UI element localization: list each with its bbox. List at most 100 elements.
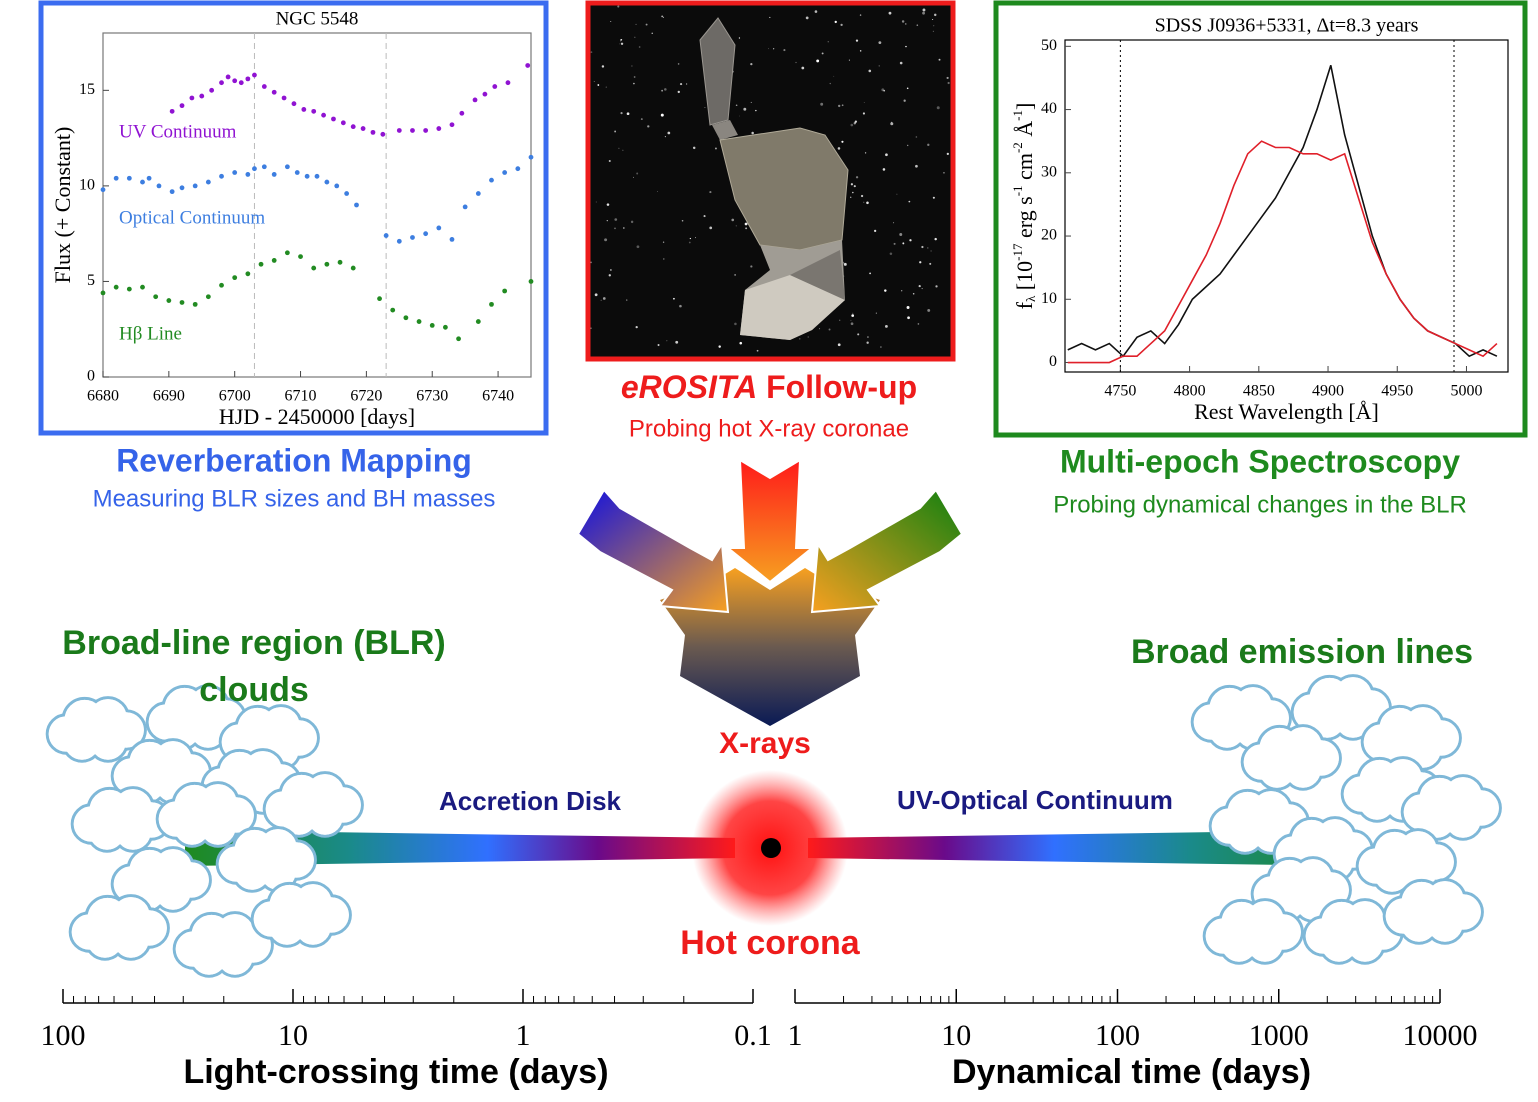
star: [864, 152, 867, 154]
star: [738, 37, 741, 39]
point: [475, 191, 481, 196]
point: [350, 124, 356, 130]
cloud: [110, 846, 212, 913]
cloud: [1302, 898, 1404, 965]
star: [750, 265, 753, 268]
star: [635, 326, 638, 329]
panel-title: Multi-epoch Spectroscopy: [1060, 443, 1460, 479]
label-part: -17: [1010, 243, 1025, 261]
star: [853, 185, 856, 188]
label-blr: clouds: [199, 671, 309, 709]
star: [620, 38, 623, 41]
star: [689, 237, 691, 240]
point: [502, 170, 508, 175]
star: [709, 191, 712, 194]
star: [608, 274, 611, 277]
star: [750, 101, 752, 104]
star: [768, 48, 769, 50]
star: [677, 63, 680, 65]
star: [899, 233, 903, 236]
point: [271, 258, 277, 263]
point: [298, 254, 303, 259]
point: [429, 323, 435, 328]
point: [169, 108, 175, 114]
label-part: [10: [1012, 261, 1037, 296]
star: [850, 196, 852, 199]
y-tick-label: 0: [1049, 353, 1057, 370]
point: [489, 301, 494, 307]
star: [606, 203, 610, 206]
point: [225, 74, 231, 80]
point: [179, 300, 185, 305]
label-blr: Broad-line region (BLR): [62, 624, 445, 662]
scale-tick-label: 1: [788, 1019, 803, 1052]
label-part: cm: [1012, 153, 1037, 185]
star: [610, 269, 612, 271]
star: [731, 218, 735, 222]
cloud: [68, 894, 170, 961]
y-tick-label: 15: [79, 81, 95, 98]
star: [619, 40, 621, 42]
star: [814, 10, 818, 13]
point: [209, 87, 215, 93]
panel-frame: [38, 0, 549, 436]
scale-tick-label: 1000: [1249, 1019, 1309, 1052]
point: [340, 120, 346, 126]
star: [816, 59, 820, 63]
point: [113, 175, 119, 181]
star: [661, 15, 664, 18]
cloud-fill: [1221, 926, 1257, 962]
star: [908, 201, 910, 203]
star: [801, 66, 805, 70]
star: [662, 16, 665, 18]
star: [850, 322, 854, 326]
star: [751, 131, 754, 135]
point: [100, 187, 106, 193]
label-part: -1: [1010, 110, 1025, 121]
star: [906, 87, 909, 90]
scale-tick-label: 1: [516, 1019, 531, 1052]
point: [449, 237, 455, 242]
star: [915, 136, 918, 138]
star: [635, 23, 637, 25]
star: [622, 149, 624, 151]
star: [905, 45, 907, 48]
star: [750, 63, 753, 66]
cloud-fill: [1445, 802, 1481, 838]
point: [205, 294, 211, 300]
star: [863, 201, 865, 203]
cloud-fill: [1335, 702, 1371, 738]
star: [595, 201, 597, 203]
star: [927, 308, 931, 312]
point: [126, 286, 132, 292]
star: [843, 262, 847, 266]
cloud-fill: [1259, 752, 1295, 788]
label-continuum: UV-Optical Continuum: [897, 785, 1173, 815]
star: [834, 20, 837, 24]
star: [838, 104, 841, 108]
cloud: [250, 881, 352, 948]
star: [884, 289, 887, 292]
point: [238, 80, 244, 86]
star: [867, 336, 869, 338]
x-tick-label: 6690: [153, 388, 185, 405]
star: [850, 319, 852, 321]
star: [889, 252, 893, 256]
point: [232, 170, 238, 175]
star: [901, 290, 903, 292]
star: [863, 101, 865, 103]
star: [618, 147, 620, 149]
spectrum-line: [1067, 140, 1498, 364]
star: [783, 49, 786, 52]
point: [192, 183, 198, 189]
cloud: [1382, 878, 1484, 945]
cloud-fill: [200, 809, 236, 845]
x-axis-label: Rest Wavelength [Å]: [1194, 399, 1379, 424]
label-disk: Accretion Disk: [439, 786, 622, 816]
star: [909, 239, 912, 242]
title-part: Follow-up: [757, 369, 917, 405]
scale-tick-label: 100: [1095, 1019, 1140, 1052]
scale-label: Dynamical time (days): [952, 1053, 1311, 1091]
star: [799, 338, 801, 340]
cloud-fill: [90, 724, 126, 760]
